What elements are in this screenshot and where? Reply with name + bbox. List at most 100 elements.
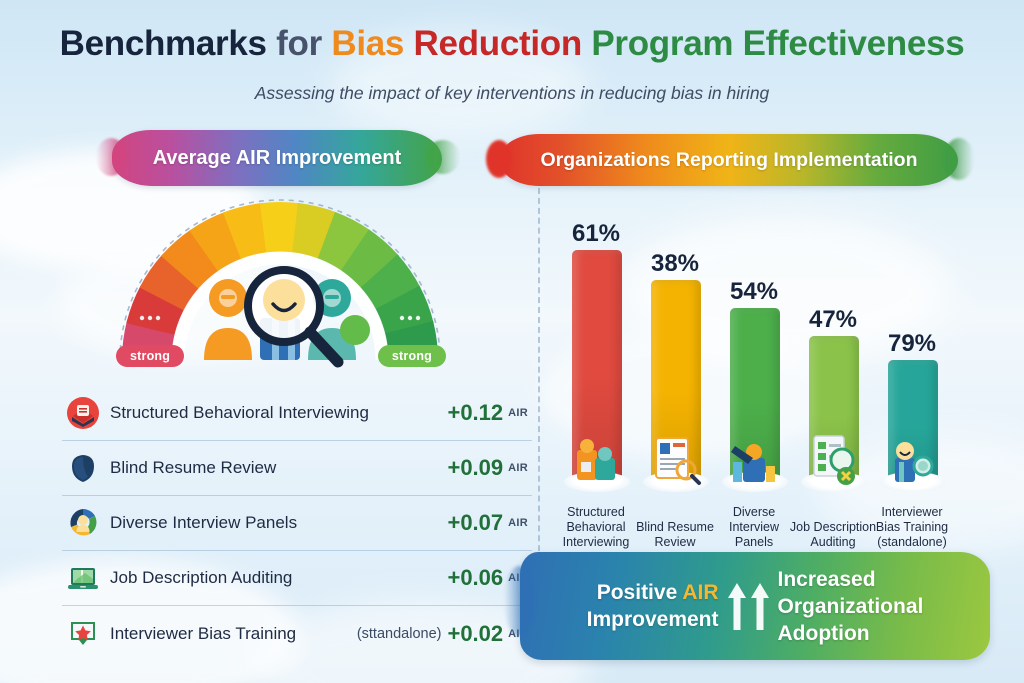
gauge-segment	[317, 211, 371, 272]
gauge-badge-high: strong	[377, 345, 446, 367]
bar-value-label: 79%	[887, 330, 937, 357]
list-item-value: +0.07	[447, 510, 504, 535]
summary-organizational-word: Organizational	[777, 594, 924, 618]
magnifier-rim	[244, 266, 324, 346]
gauge-segment	[161, 229, 220, 289]
laptop-icon	[66, 561, 100, 595]
person-minus-orange	[221, 295, 235, 299]
list-item-label: Interviewer Bias Training	[110, 623, 297, 643]
magnifier-handle	[304, 326, 344, 368]
average-air-improvement-label: Average AIR Improvement	[152, 146, 402, 169]
list-item-value: +0.12	[447, 400, 504, 425]
list-item[interactable]: Blind Resume Review +0.09 AIR	[62, 441, 532, 496]
gauge-inner-ring	[171, 251, 389, 361]
gauge-tick-dot	[155, 315, 161, 321]
person-head-green	[340, 315, 370, 345]
gauge-svg	[119, 199, 441, 368]
person-body-orange	[204, 328, 252, 360]
gauge-segment	[340, 229, 399, 289]
summary-adoption-word: Adoption	[777, 621, 870, 645]
gauge-segment	[222, 203, 268, 260]
list-item-note: (sttandalone)	[356, 625, 442, 642]
bar-illustration	[806, 432, 860, 486]
bar-value-label: 38%	[650, 250, 700, 277]
gauge-segment	[375, 285, 434, 335]
list-item-unit: AIR	[508, 407, 528, 419]
organizations-reporting-label: Organizations Reporting Implementation	[540, 148, 918, 171]
gauge-segment	[360, 254, 421, 311]
up-arrows-group	[727, 580, 770, 632]
list-item-label: Job Description Auditing	[110, 568, 293, 587]
people-icon	[66, 506, 100, 540]
bar-column[interactable]: 61% Structured Behavioral Interviewing	[558, 220, 634, 550]
smiley-face	[263, 279, 305, 321]
list-item-value: +0.02	[447, 620, 504, 646]
list-item-label: Blind Resume Review	[110, 458, 277, 477]
bar-caption: Interviewer Bias Training (standalone)	[875, 505, 949, 549]
bar-illustration	[569, 432, 623, 486]
list-item-unit: AIR	[508, 517, 528, 529]
organizations-bar-chart: 61% Structured Behavioral Interviewing 38%…	[540, 200, 1000, 550]
star-badge-icon	[66, 617, 100, 651]
panel-divider	[538, 188, 540, 571]
bar-value-label: 47%	[808, 306, 858, 333]
average-air-improvement-banner: Average AIR Improvement	[112, 130, 442, 186]
bar-caption: Blind Resume Review	[636, 520, 714, 549]
bar-column[interactable]: 47% Job Description Auditing	[790, 306, 876, 550]
bar-illustration	[885, 432, 939, 486]
list-item-value: +0.09	[447, 455, 504, 480]
bar-rect[interactable]	[572, 250, 622, 480]
gauge-segment	[139, 254, 200, 311]
title-word-for: for	[276, 24, 322, 63]
bar-caption: Job Description Auditing	[789, 520, 877, 549]
page-title: Benchmarks for Bias Reduction Program Ef…	[0, 24, 1024, 64]
list-item-value: +0.06	[447, 565, 504, 590]
title-word-benchmarks: Benchmarks	[59, 24, 267, 63]
bar-illustration	[648, 432, 702, 486]
summary-improvement-word: Improvement	[586, 608, 719, 631]
gauge-tick-dot	[407, 315, 413, 321]
list-item[interactable]: Diverse Interview Panels +0.07 AIR	[62, 496, 532, 551]
title-word-program-effectiveness: Program Effectiveness	[591, 24, 965, 63]
summary-air-word: AIR	[682, 581, 719, 604]
list-item-label: Diverse Interview Panels	[110, 513, 298, 532]
bar-column[interactable]: 38% Blind Resume Review	[636, 250, 714, 550]
gauge-tick-dot	[399, 315, 405, 321]
bar-caption: Structured Behavioral Interviewing	[562, 505, 630, 549]
air-improvement-gauge: strong strong	[100, 178, 460, 373]
title-word-reduction: Reduction	[413, 24, 583, 63]
summary-left-text: Positive AIR Improvement	[587, 579, 719, 633]
gauge-center-illustration	[204, 266, 370, 368]
up-arrow-icon	[750, 583, 769, 630]
air-metric-list: Structured Behavioral Interviewing +0.12…	[62, 386, 532, 661]
shield-icon	[66, 451, 100, 485]
person-minus-teal	[325, 295, 339, 299]
cloud-decoration	[330, 30, 590, 140]
gauge-outer-dashed-arc	[119, 199, 441, 361]
summary-banner: Positive AIR Improvement Increased Organ…	[520, 552, 990, 660]
gauge-tick-dot	[147, 315, 153, 321]
list-item-unit: AIR	[508, 462, 528, 474]
gauge-tick-dot	[139, 315, 145, 321]
gauge-tick-dot	[415, 315, 421, 321]
gauge-segment	[292, 203, 338, 260]
bar-caption: Diverse Interview Panels	[728, 505, 780, 549]
list-item[interactable]: Structured Behavioral Interviewing +0.12…	[62, 386, 532, 441]
gauge-segment	[259, 202, 301, 253]
organizations-reporting-banner: Organizations Reporting Implementation	[500, 134, 958, 186]
bar-illustration	[727, 432, 781, 486]
list-item[interactable]: Job Description Auditing +0.06 AIR	[62, 551, 532, 606]
summary-right-text: Increased Organizational Adoption	[778, 566, 924, 647]
clipboard-icon	[66, 396, 100, 430]
bar-value-label: 54%	[729, 278, 779, 305]
gauge-badge-low: strong	[116, 345, 185, 367]
bar-column[interactable]: 54% Diverse Interview Panels	[716, 278, 792, 550]
summary-increased-word: Increased	[777, 567, 876, 591]
list-item[interactable]: Interviewer Bias Training (sttandalone) …	[62, 606, 532, 661]
gauge-segment	[126, 285, 185, 335]
bar-column[interactable]: 79% Interviewer Bias Training (standalone…	[874, 330, 950, 550]
list-item-label: Structured Behavioral Interviewing	[110, 403, 369, 422]
bar-value-label: 61%	[571, 220, 621, 247]
title-word-bias: Bias	[331, 24, 405, 63]
up-arrow-icon	[727, 583, 746, 630]
